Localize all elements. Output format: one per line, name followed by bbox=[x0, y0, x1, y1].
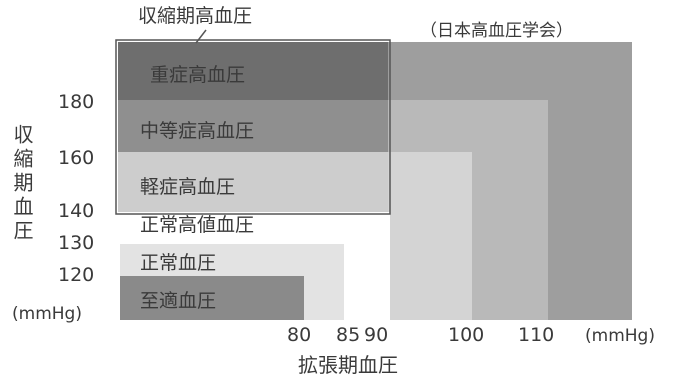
y-tick-160: 160 bbox=[58, 147, 94, 169]
x-tick-110: 110 bbox=[518, 324, 554, 346]
x-tick-90: 90 bbox=[364, 324, 388, 346]
isolated-systolic-box bbox=[115, 39, 391, 215]
inner-box-leader-line bbox=[195, 29, 207, 44]
label-optimal: 至適血圧 bbox=[140, 290, 216, 312]
y-tick-180: 180 bbox=[58, 91, 94, 113]
label-moderate-hypertension: 中等症高血圧 bbox=[140, 120, 254, 142]
y-tick-130: 130 bbox=[58, 232, 94, 254]
x-axis-title: 拡張期血圧 bbox=[298, 353, 398, 377]
label-mild-hypertension: 軽症高血圧 bbox=[140, 176, 235, 198]
isolated-systolic-band-moderate bbox=[118, 100, 388, 152]
label-normal: 正常血圧 bbox=[140, 252, 216, 274]
x-unit: (mmHg) bbox=[585, 326, 655, 346]
isolated-systolic-band-mild bbox=[118, 152, 388, 212]
y-tick-120: 120 bbox=[58, 264, 94, 286]
y-unit: (mmHg) bbox=[12, 304, 82, 324]
region-optimal bbox=[120, 276, 304, 320]
x-tick-80: 80 bbox=[287, 324, 311, 346]
label-severe-hypertension: 重症高血圧 bbox=[150, 64, 245, 86]
inner-box-title: 収縮期高血圧 bbox=[138, 5, 252, 27]
x-tick-100: 100 bbox=[448, 324, 484, 346]
isolated-systolic-band-severe bbox=[118, 42, 388, 100]
x-tick-85: 85 bbox=[336, 324, 360, 346]
source-note: （日本高血圧学会） bbox=[420, 21, 573, 41]
y-tick-140: 140 bbox=[58, 200, 94, 222]
y-axis-title: 収縮期血圧 bbox=[10, 124, 34, 244]
label-high-normal: 正常高値血圧 bbox=[140, 214, 254, 236]
